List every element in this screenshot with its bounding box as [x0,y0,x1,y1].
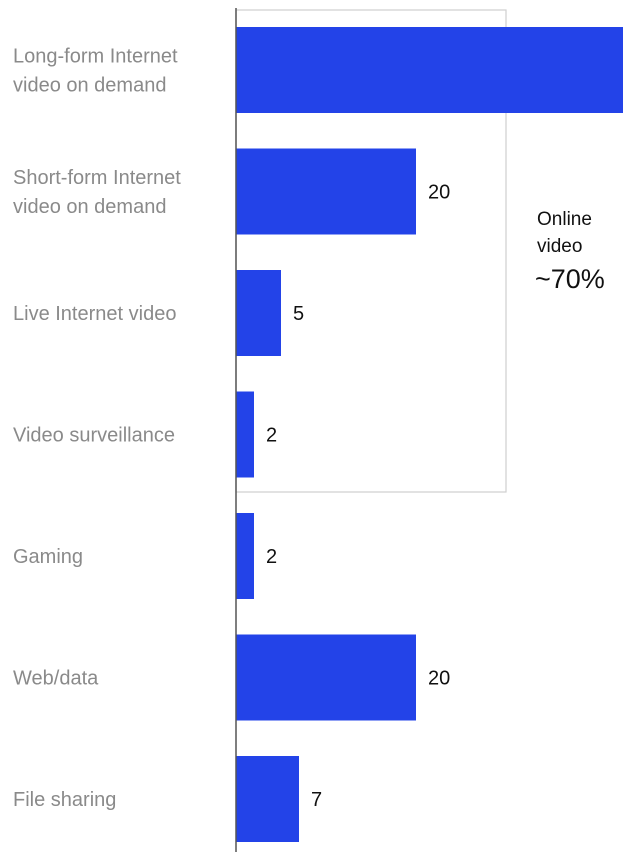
value-label-3: 2 [266,425,277,447]
category-label-0-line-1: video on demand [13,75,166,97]
bar-3 [236,391,254,478]
category-label-2-line-0: Live Internet video [13,303,176,325]
bar-5 [236,634,416,721]
value-label-6: 7 [311,789,322,811]
annotation-label-line-2: video [537,236,582,257]
bar-4 [236,513,254,599]
value-label-4: 2 [266,546,277,568]
bar-6 [236,756,299,842]
value-label-2: 5 [293,303,304,325]
bar-0 [236,27,623,113]
value-label-1: 20 [428,182,450,204]
value-label-5: 20 [428,668,450,690]
category-label-1-line-0: Short-form Internet [13,167,181,189]
annotation-label-line-1: Online [537,209,592,230]
category-label-3-line-0: Video surveillance [13,425,175,447]
category-label-1-line-1: video on demand [13,196,166,218]
category-label-0-line-0: Long-form Internet [13,46,178,68]
bar-1 [236,148,416,235]
category-label-5-line-0: Web/data [13,668,99,690]
online-video-annotation: Online video ~70% [535,209,605,294]
category-label-6-line-0: File sharing [13,789,116,811]
category-label-4-line-0: Gaming [13,546,83,568]
annotation-value: ~70% [535,264,605,294]
bar-2 [236,270,281,356]
